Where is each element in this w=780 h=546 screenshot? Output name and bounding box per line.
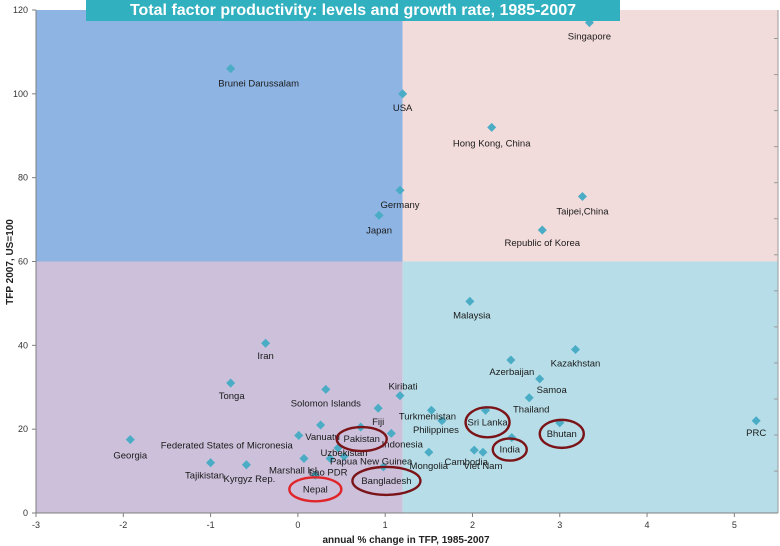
y-axis-label: TFP 2007, US=100 bbox=[5, 219, 16, 305]
data-label: Samoa bbox=[537, 385, 568, 396]
data-label: Vanuatu bbox=[305, 432, 340, 443]
data-point-usa bbox=[398, 89, 408, 99]
chart-title: Total factor productivity: levels and gr… bbox=[130, 2, 576, 19]
x-tick-label: 1 bbox=[383, 520, 388, 530]
data-label: Sri Lanka bbox=[467, 417, 508, 428]
data-label: Iran bbox=[257, 351, 273, 362]
data-label: Bhutan bbox=[547, 429, 577, 440]
highlight-ring bbox=[538, 418, 585, 450]
data-label: USA bbox=[393, 103, 413, 114]
data-point-tajikistan bbox=[206, 458, 216, 468]
data-label: Marshall Isl bbox=[269, 466, 317, 477]
x-tick-label: 5 bbox=[732, 520, 737, 530]
data-label: Bangladesh bbox=[361, 476, 411, 487]
data-point-thailand bbox=[524, 393, 534, 403]
y-axis: 0 20 40 60 80 100 120 bbox=[13, 5, 37, 518]
data-labels: Singapore Brunei Darussalam USA Hong Kong, … bbox=[113, 32, 766, 496]
quadrant-backgrounds bbox=[36, 10, 778, 513]
highlight-ring bbox=[491, 437, 528, 462]
data-label: Mongolia bbox=[410, 461, 449, 472]
data-point-prc bbox=[751, 416, 761, 426]
highlight-ring bbox=[288, 476, 343, 503]
data-label: Georgia bbox=[113, 451, 148, 462]
quadrant-bottom-right bbox=[402, 261, 778, 513]
data-label: Kiribati bbox=[388, 382, 417, 393]
data-label: PRC bbox=[746, 428, 766, 439]
data-label: Solomon Islands bbox=[291, 398, 361, 409]
data-label: Federated States of Micronesia bbox=[161, 440, 294, 451]
highlight-ring bbox=[351, 465, 422, 497]
data-label: Turkmenistan bbox=[399, 411, 456, 422]
y-tick-label: 80 bbox=[18, 173, 28, 183]
data-label: Malaysia bbox=[453, 310, 491, 321]
data-label: Papua New Guinea bbox=[330, 456, 413, 467]
data-label: Japan bbox=[366, 225, 392, 236]
right-axis-ticks bbox=[774, 10, 779, 513]
data-label: Cambodia bbox=[445, 457, 489, 468]
data-point-kazakhstan bbox=[570, 344, 581, 355]
data-label: Tajikistan bbox=[185, 471, 224, 482]
quadrant-top-left bbox=[36, 10, 403, 262]
highlight-ring bbox=[335, 425, 388, 453]
y-tick-label: 100 bbox=[13, 89, 28, 99]
data-label: Azerbaijan bbox=[489, 367, 534, 378]
quadrant-top-right bbox=[402, 10, 778, 262]
data-point-hong-kong-china bbox=[487, 122, 497, 132]
data-label: Viet Nam bbox=[463, 461, 502, 472]
highlight-ellipses bbox=[288, 406, 585, 503]
y-tick-label: 40 bbox=[18, 340, 28, 350]
data-label: Brunei Darussalam bbox=[218, 79, 299, 90]
x-tick-label: 0 bbox=[295, 520, 300, 530]
highlight-ring bbox=[464, 406, 511, 439]
data-label: Kazakhstan bbox=[551, 359, 601, 370]
y-tick-label: 60 bbox=[18, 257, 28, 267]
x-axis: -3 -2 -1 0 1 2 3 4 5 bbox=[32, 512, 778, 530]
data-label: Kyrgyz Rep. bbox=[224, 474, 276, 485]
data-label: Nepal bbox=[303, 484, 328, 495]
x-tick-label: -2 bbox=[119, 520, 127, 530]
data-point-kyrgyz-rep- bbox=[241, 460, 251, 470]
data-label: India bbox=[499, 445, 520, 456]
data-label: Singapore bbox=[568, 32, 611, 43]
data-label: Thailand bbox=[513, 405, 549, 416]
data-label: Uzbekistan bbox=[321, 448, 368, 459]
data-label: Indonesia bbox=[382, 439, 424, 450]
x-axis-label: annual % change in TFP, 1985-2007 bbox=[322, 535, 490, 546]
chart-title-background bbox=[86, 0, 620, 21]
data-point-brunei-darussalam bbox=[226, 64, 236, 74]
x-tick-label: 2 bbox=[470, 520, 475, 530]
y-tick-label: 20 bbox=[18, 424, 28, 434]
x-tick-label: 4 bbox=[645, 520, 650, 530]
y-tick-label: 0 bbox=[23, 508, 28, 518]
data-label: Germany bbox=[380, 200, 419, 211]
x-tick-label: -1 bbox=[207, 520, 215, 530]
data-label: Lao PDR bbox=[309, 468, 348, 479]
data-label: Taipei,China bbox=[556, 207, 609, 218]
data-label: Tonga bbox=[219, 391, 246, 402]
data-label: Philippines bbox=[413, 425, 459, 436]
data-label: Pakistan bbox=[344, 434, 380, 445]
x-tick-label: 3 bbox=[557, 520, 562, 530]
data-point-tonga bbox=[226, 378, 236, 388]
data-label: Hong Kong, China bbox=[453, 138, 531, 149]
data-label: Fiji bbox=[372, 417, 384, 428]
y-tick-label: 120 bbox=[13, 5, 28, 15]
data-label: Republic of Korea bbox=[505, 238, 581, 249]
x-tick-label: -3 bbox=[32, 520, 40, 530]
quadrant-bottom-left bbox=[36, 261, 403, 513]
